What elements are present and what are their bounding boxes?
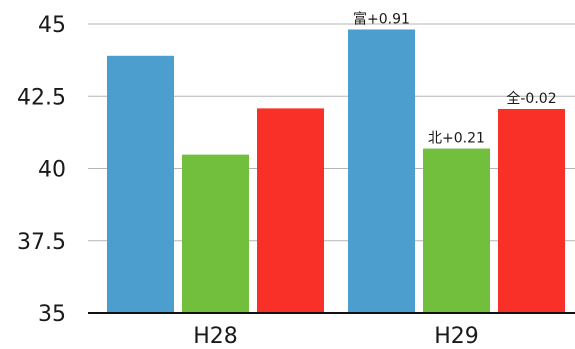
data-label: 全-0.02 xyxy=(506,90,556,107)
bars xyxy=(107,29,565,314)
data-label: 北+0.21 xyxy=(428,131,485,147)
y-tick-label: 35 xyxy=(38,302,66,327)
y-axis-tick-labels: 35 37.5 40 42.5 45 xyxy=(17,13,66,327)
y-tick-label: 40 xyxy=(38,158,66,183)
data-labels: 富+0.91 北+0.21 全-0.02 xyxy=(353,10,557,146)
bar-h28-s3 xyxy=(257,108,324,313)
y-tick-label: 37.5 xyxy=(17,230,66,255)
bar-h28-s1 xyxy=(107,55,174,313)
y-tick-label: 42.5 xyxy=(17,85,66,110)
bar-h29-s1 xyxy=(348,29,415,314)
bar-h29-s2 xyxy=(423,148,490,313)
bar-h29-s3 xyxy=(498,108,565,313)
x-tick-label: H29 xyxy=(434,324,479,349)
bar-h28-s2 xyxy=(182,154,249,313)
y-tick-label: 45 xyxy=(38,13,66,38)
x-axis-tick-labels: H28 H29 xyxy=(193,324,479,349)
data-label: 富+0.91 xyxy=(353,10,410,27)
x-tick-label: H28 xyxy=(193,324,238,349)
